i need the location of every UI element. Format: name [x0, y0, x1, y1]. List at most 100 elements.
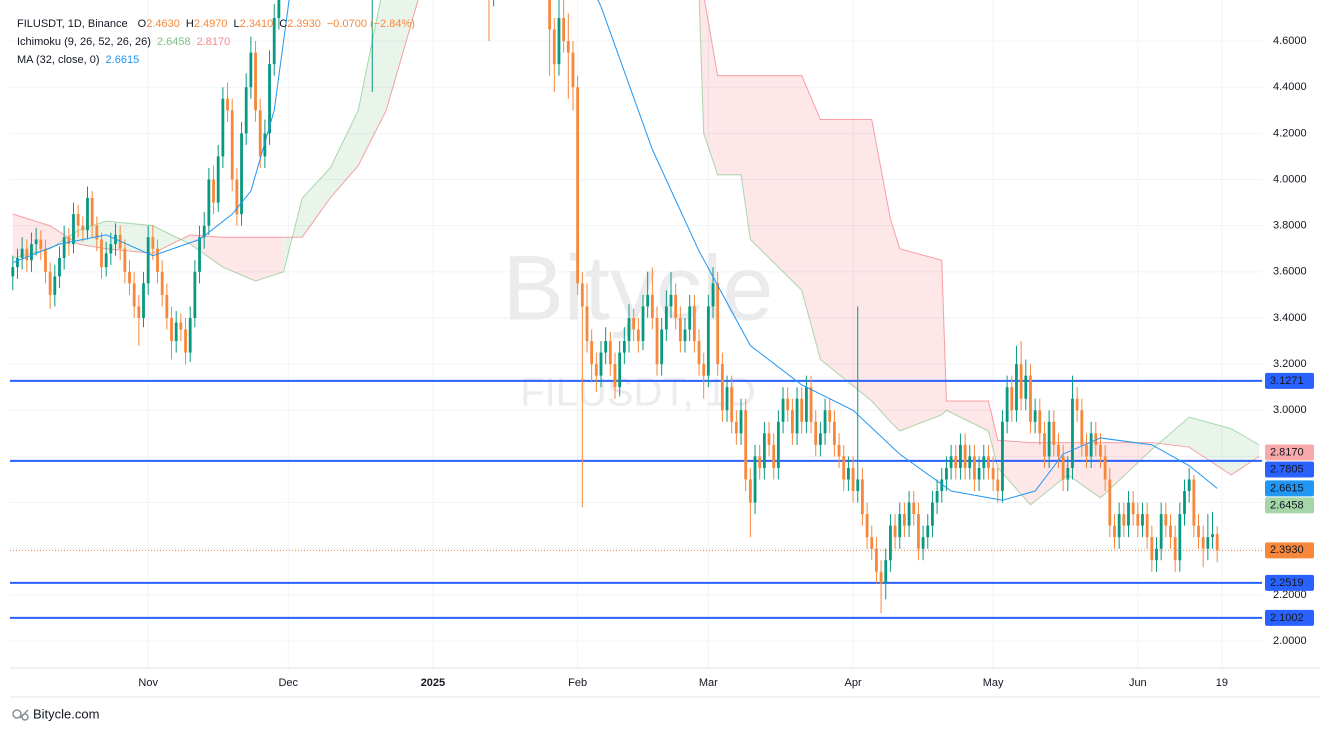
price-badge-label: 2.1002: [1270, 612, 1304, 624]
candle-body: [875, 548, 878, 572]
candle-body: [557, 17, 561, 65]
candle-body: [781, 398, 785, 422]
legend-key: C: [279, 18, 287, 30]
candle-body: [123, 248, 127, 272]
candle-body: [818, 433, 822, 445]
candle-body: [207, 179, 211, 226]
candle-body: [11, 267, 15, 277]
candle-body: [100, 239, 103, 268]
y-tick-label: 3.0000: [1273, 404, 1307, 416]
cloud-segment: [330, 110, 359, 198]
x-tick-label: 2025: [421, 677, 445, 689]
logo: [12, 709, 29, 721]
candle-body: [688, 306, 692, 330]
candle-body: [861, 479, 864, 515]
candle-body: [1206, 537, 1210, 549]
candle-body: [669, 294, 673, 307]
price-badge-box: [1265, 574, 1314, 591]
candle-body: [1215, 534, 1219, 551]
y-tick-label: 2.0000: [1273, 635, 1307, 647]
candle-body: [146, 237, 150, 284]
candle-body: [1145, 514, 1149, 538]
legend: FILUSDT, 1D, Binance O2.4630 H2.4970 L2.341…: [17, 18, 415, 66]
candle-body: [1066, 467, 1070, 480]
price-badge: 2.2519: [1265, 574, 1314, 591]
candle-body: [1103, 456, 1107, 480]
candle-body: [104, 253, 108, 268]
candle-body: [1131, 502, 1135, 515]
candle-body: [711, 283, 715, 307]
legend-value: 2.8170: [197, 36, 231, 48]
candle-body: [935, 491, 939, 503]
price-badge-box: [1265, 444, 1314, 461]
candle-body: [931, 502, 934, 526]
candle-body: [870, 537, 874, 549]
candle-body: [758, 456, 762, 468]
cloud-segment: [988, 401, 998, 468]
cloud-segment: [1151, 417, 1190, 450]
candle-body: [720, 364, 724, 411]
price-badge-label: 2.8170: [1270, 446, 1304, 458]
y-tick-label: 3.4000: [1273, 312, 1307, 324]
candle-body: [1047, 421, 1051, 457]
candle-body: [268, 64, 271, 134]
candle-body: [1043, 433, 1046, 457]
candle-body: [734, 421, 738, 434]
y-tick-label: 4.0000: [1273, 173, 1307, 185]
candle-body: [641, 306, 645, 342]
cloud-segment: [997, 440, 1031, 505]
candle-body: [674, 294, 678, 318]
candle-body: [212, 179, 215, 203]
candle-body: [842, 456, 846, 480]
candle-body: [650, 294, 654, 318]
candle-body: [772, 444, 776, 468]
candle-body: [1038, 410, 1042, 434]
candle-body: [800, 398, 804, 422]
candle-body: [1201, 537, 1205, 549]
candle-body: [1108, 479, 1112, 526]
candle-body: [1094, 433, 1098, 445]
candle-body: [851, 467, 855, 492]
candle-body: [552, 29, 556, 65]
candle-body: [618, 352, 622, 388]
cloud-segment: [699, 0, 704, 134]
legend-value: 2.6615: [106, 54, 140, 66]
cloud-segment: [941, 260, 947, 415]
candle-body: [249, 52, 253, 88]
cloud-segment: [283, 197, 303, 272]
candle-body: [1136, 514, 1140, 526]
candle-body: [814, 421, 818, 445]
candle-body: [184, 329, 187, 353]
candle-body: [889, 525, 892, 561]
candle-body: [548, 0, 552, 30]
price-badge-label: 2.3930: [1270, 544, 1304, 556]
footer-text: Bitycle.com: [33, 706, 99, 721]
legend-value: 2.3410: [240, 18, 274, 30]
x-tick-label: Apr: [845, 677, 862, 689]
candle-body: [893, 525, 897, 538]
candle-body: [48, 271, 52, 295]
candle-body: [142, 283, 145, 318]
candle-body: [137, 306, 141, 318]
candle-body: [884, 560, 888, 584]
candle-body: [174, 322, 178, 342]
candle-body: [921, 537, 925, 549]
candle-body: [702, 364, 706, 376]
candle-body: [692, 306, 696, 342]
candle-body: [571, 52, 575, 88]
candle-body: [1080, 410, 1084, 445]
candle-body: [90, 197, 94, 226]
candle-body: [86, 197, 89, 231]
candle-body: [613, 364, 617, 388]
candle-body: [856, 479, 860, 492]
candle-body: [622, 341, 626, 353]
cloud-segment: [890, 218, 900, 432]
price-badge-box: [1265, 480, 1314, 497]
candle-body: [198, 237, 201, 272]
candle-body: [804, 387, 808, 422]
legend-value: 2.4630: [146, 18, 180, 30]
candle-body: [585, 306, 589, 342]
cloud-span-line: [12, 0, 1260, 506]
candle-body: [67, 237, 71, 245]
cloud-segment: [703, 0, 718, 175]
